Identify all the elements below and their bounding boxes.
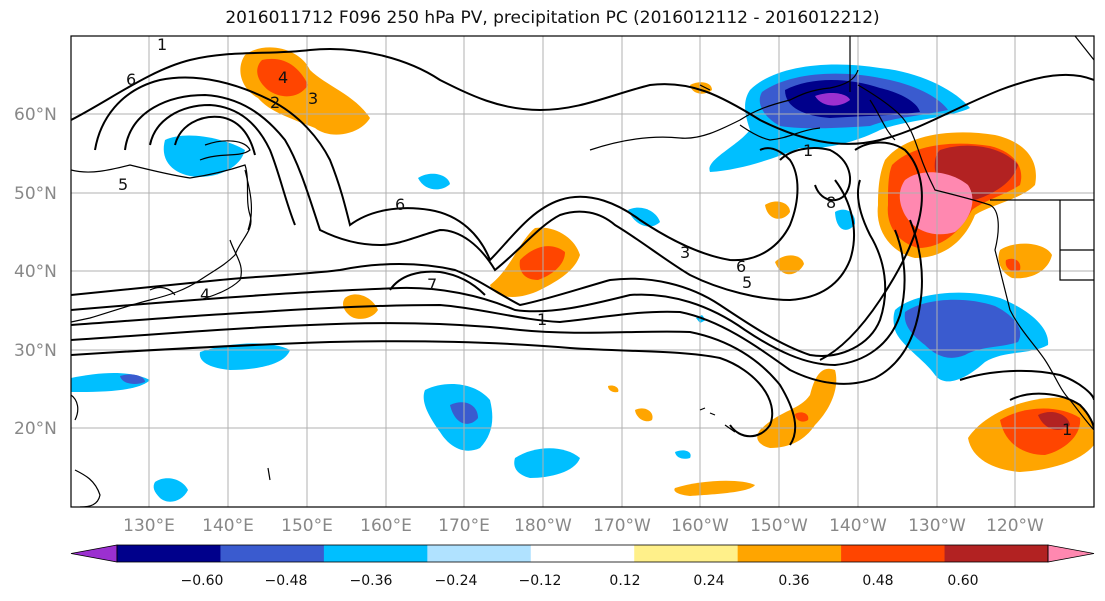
longitude-labels: 130°E 140°E 150°E 160°E 170°E 180°W 170°… <box>123 516 1044 536</box>
lon-label: 150°W <box>750 516 808 536</box>
contour-label: 1 <box>803 141 813 160</box>
lat-label-50n: 50°N <box>14 184 57 204</box>
colorbar-tick-label: −0.24 <box>435 573 478 589</box>
contour-label: 4 <box>200 285 210 304</box>
contour-label: 7 <box>427 275 437 294</box>
lon-label: 170°E <box>438 516 490 536</box>
colorbar-tick-label: −0.12 <box>519 573 562 589</box>
colorbar-segment <box>841 545 946 562</box>
colorbar-segment <box>944 545 1049 562</box>
colorbar-tick-label: 0.36 <box>778 573 809 589</box>
lon-label: 160°E <box>360 516 412 536</box>
lon-label: 170°W <box>593 516 651 536</box>
colorbar-labels: −0.60 −0.48 −0.36 −0.24 −0.12 0.12 0.24 … <box>181 573 979 589</box>
colorbar-segment <box>117 545 221 562</box>
colorbar-extend-low <box>70 544 118 563</box>
colorbar-segment <box>427 545 532 562</box>
colorbar-segment <box>220 545 325 562</box>
map-border <box>70 35 1095 508</box>
contour-label: 4 <box>278 68 288 87</box>
lat-label-20n: 20°N <box>14 419 57 439</box>
lon-label: 130°E <box>123 516 175 536</box>
contour-label: 3 <box>680 243 690 262</box>
lon-label: 120°W <box>986 516 1044 536</box>
contour-label: 8 <box>826 193 836 212</box>
precip-negative-west <box>163 135 245 177</box>
lat-label-30n: 30°N <box>14 341 57 361</box>
lat-label-40n: 40°N <box>14 262 57 282</box>
lon-label: 140°W <box>829 516 887 536</box>
colorbar-segment <box>634 545 739 562</box>
colorbar-tick-label: −0.36 <box>350 573 393 589</box>
latitude-labels: 60°N 50°N 40°N 30°N 20°N <box>14 105 57 439</box>
lon-label: 180°W <box>514 516 572 536</box>
coastlines <box>71 36 1094 507</box>
contour-label: 1 <box>537 310 547 329</box>
colorbar-extend-high <box>1047 544 1095 563</box>
lat-label-60n: 60°N <box>14 105 57 125</box>
contour-label: 1 <box>1062 420 1072 439</box>
contour-label: 6 <box>126 70 136 89</box>
lon-label: 130°W <box>908 516 966 536</box>
lon-label: 160°W <box>671 516 729 536</box>
contour-label: 3 <box>308 89 318 108</box>
colorbar-segment <box>323 545 428 562</box>
contour-label: 5 <box>118 175 128 194</box>
colorbar-outline <box>116 544 1049 563</box>
colorbar-tick-label: −0.48 <box>265 573 308 589</box>
pv-contours <box>71 48 1094 446</box>
colorbar-tick-label: 0.48 <box>862 573 893 589</box>
contour-labels: 1 6 5 4 3 2 6 7 1 3 6 5 1 8 1 4 <box>118 35 1072 439</box>
colorbar-tick-label: −0.60 <box>181 573 224 589</box>
contour-label: 2 <box>270 93 280 112</box>
colorbar-segment <box>530 545 635 562</box>
lon-label: 140°E <box>202 516 254 536</box>
colorbar-tick-label: 0.60 <box>947 573 978 589</box>
graticule <box>71 36 1094 507</box>
colorbar <box>70 544 1095 563</box>
colorbar-segment <box>737 545 842 562</box>
contour-label: 5 <box>742 273 752 292</box>
contour-label: 6 <box>736 257 746 276</box>
lon-label: 150°E <box>281 516 333 536</box>
colorbar-tick-label: 0.12 <box>609 573 640 589</box>
contour-label: 6 <box>395 195 405 214</box>
colorbar-tick-label: 0.24 <box>693 573 724 589</box>
map-title: 2016011712 F096 250 hPa PV, precipitatio… <box>225 8 880 28</box>
contour-label: 1 <box>157 35 167 54</box>
